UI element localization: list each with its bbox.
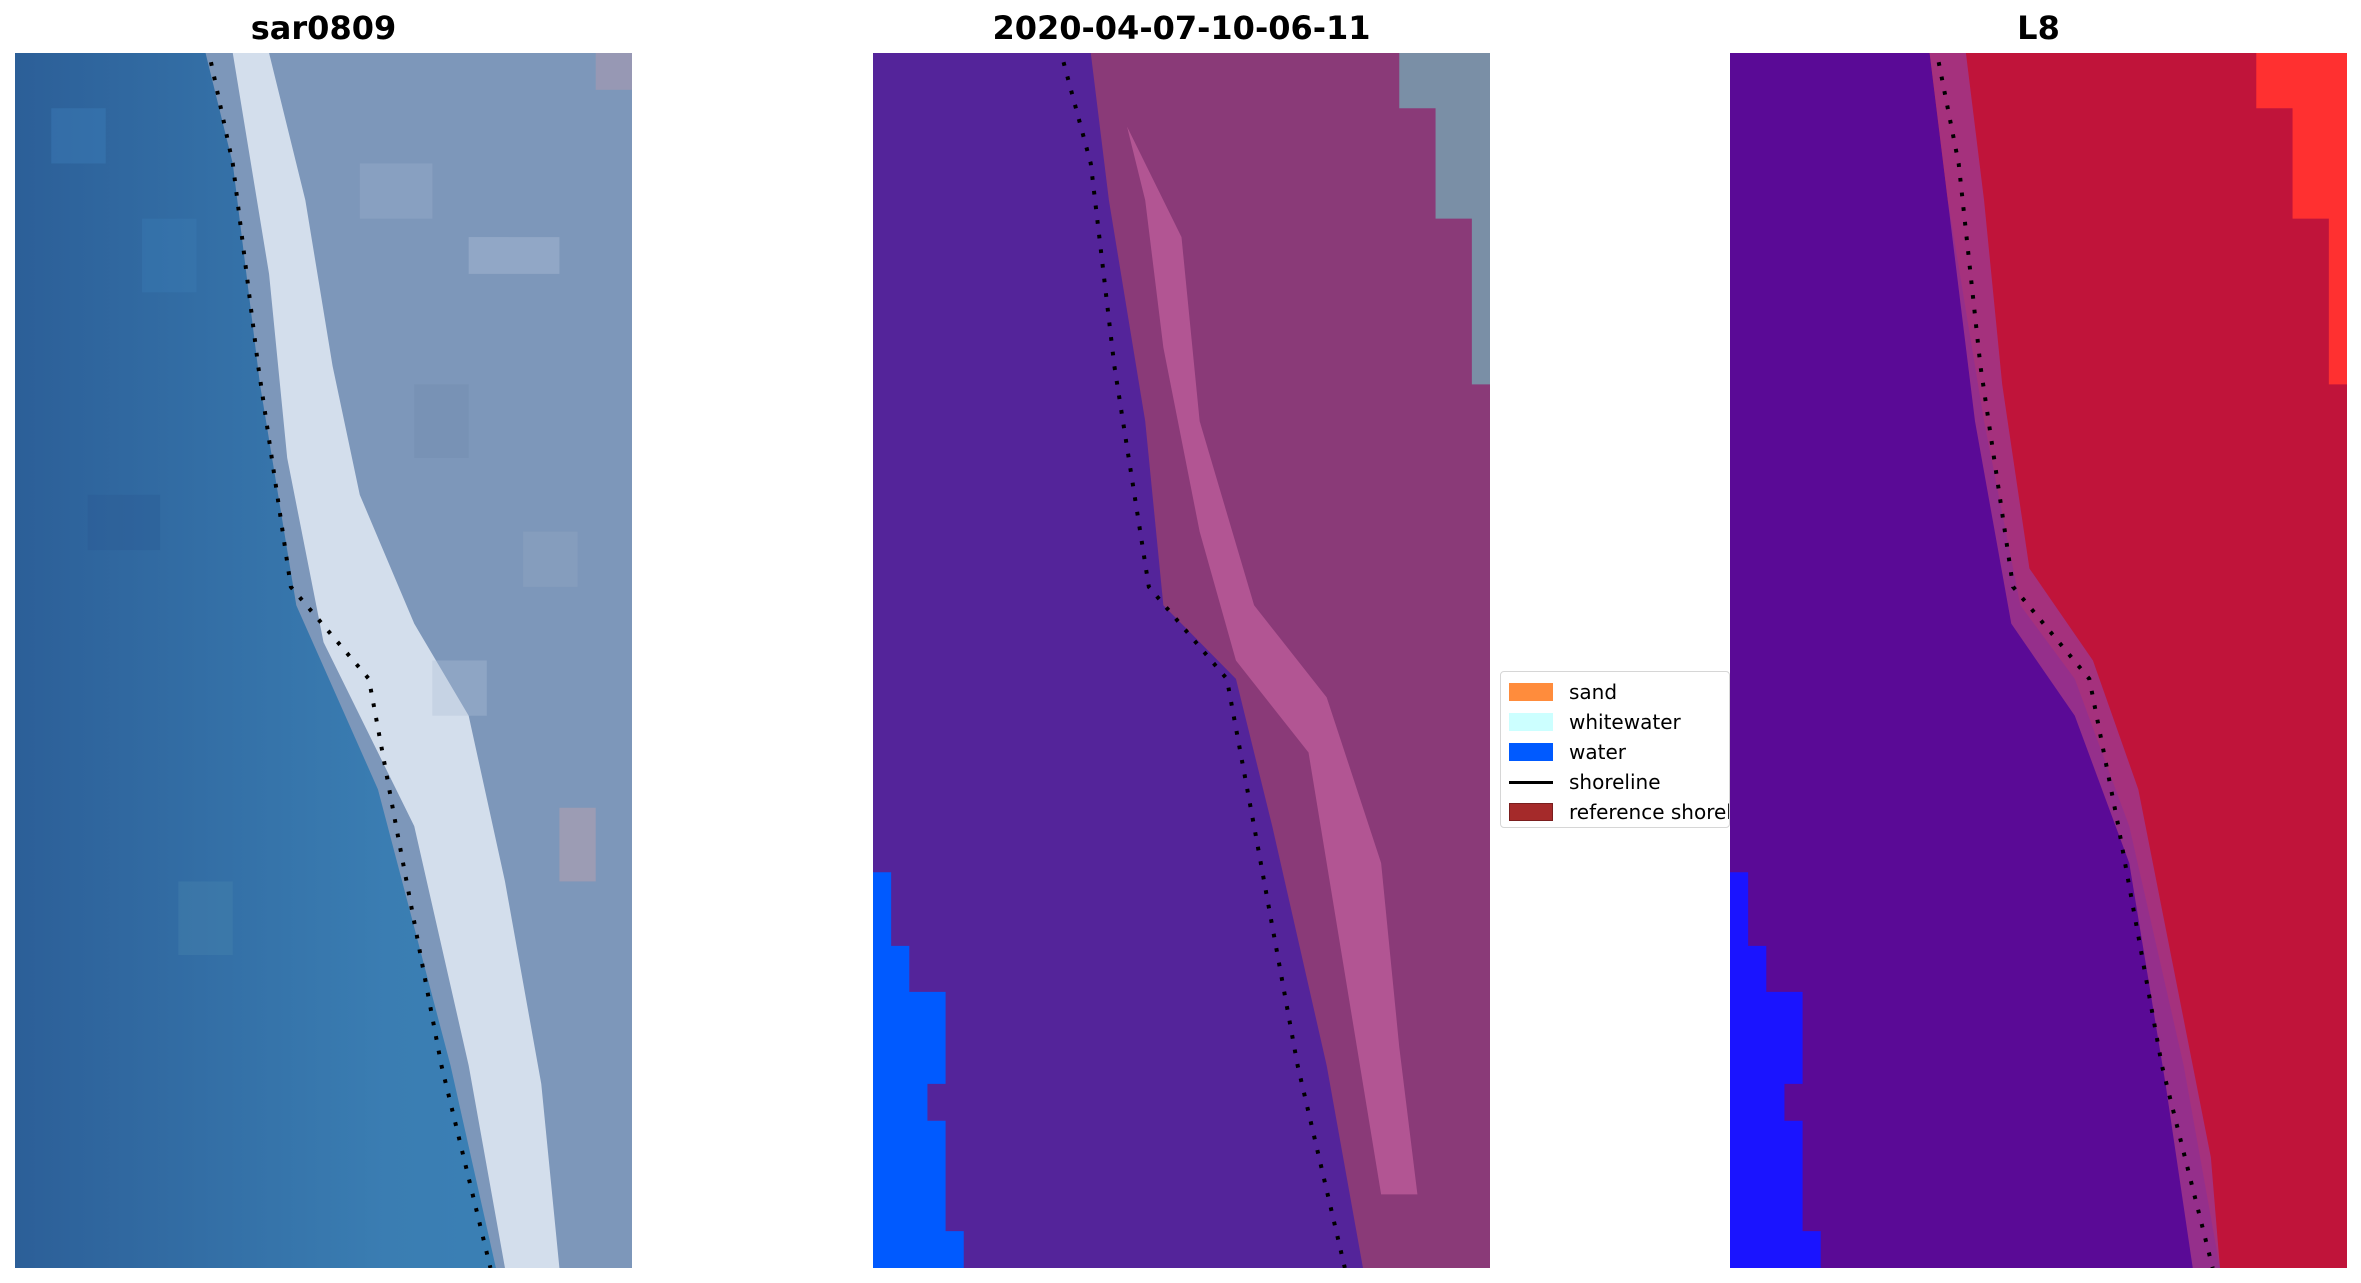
legend-label-shoreline: shoreline <box>1569 770 1661 794</box>
legend-item-whitewater: whitewater <box>1509 710 1681 734</box>
shoreline-line-swatch <box>1509 780 1553 784</box>
legend-item-sand: sand <box>1509 680 1617 704</box>
legend-item-shoreline: shoreline <box>1509 770 1661 794</box>
legend: sand whitewater water shoreline referenc… <box>1500 671 1730 828</box>
legend-label-reference-shoreline: reference shoreline <box>1569 800 1729 824</box>
legend-label-sand: sand <box>1569 680 1618 704</box>
rgb-image <box>15 53 632 1268</box>
whitewater-swatch <box>1509 713 1553 731</box>
index-image <box>1730 53 2347 1268</box>
classified-image-panel <box>873 53 1490 1268</box>
shoreline-dots <box>1936 61 2215 1268</box>
class-land-highlight <box>1127 126 1418 1195</box>
index-image-panel <box>1730 53 2347 1268</box>
beach-area <box>232 53 560 1268</box>
panel-title-index: L8 <box>2017 9 2060 47</box>
rgb-image-panel <box>15 53 632 1268</box>
shoreline-dots <box>209 61 493 1268</box>
class-water-blue <box>873 872 964 1268</box>
legend-item-reference-shoreline: reference shoreline <box>1509 800 1729 824</box>
water-swatch <box>1509 743 1553 761</box>
classified-image <box>873 53 1490 1268</box>
index-water-blue <box>1730 872 1821 1268</box>
sand-swatch <box>1509 683 1553 701</box>
legend-item-water: water <box>1509 740 1626 764</box>
reference-shoreline-swatch <box>1509 803 1553 821</box>
index-land-area <box>1929 53 2347 1268</box>
rgb-texture <box>51 53 632 956</box>
index-transition-band <box>1929 53 2220 1268</box>
panel-title-rgb: sar0809 <box>250 9 397 47</box>
panel-title-classified: 2020-04-07-10-06-11 <box>992 9 1371 47</box>
index-bright-red <box>2256 53 2347 385</box>
legend-label-whitewater: whitewater <box>1569 710 1681 734</box>
legend-label-water: water <box>1569 740 1626 764</box>
class-land-gray <box>1399 53 1490 385</box>
